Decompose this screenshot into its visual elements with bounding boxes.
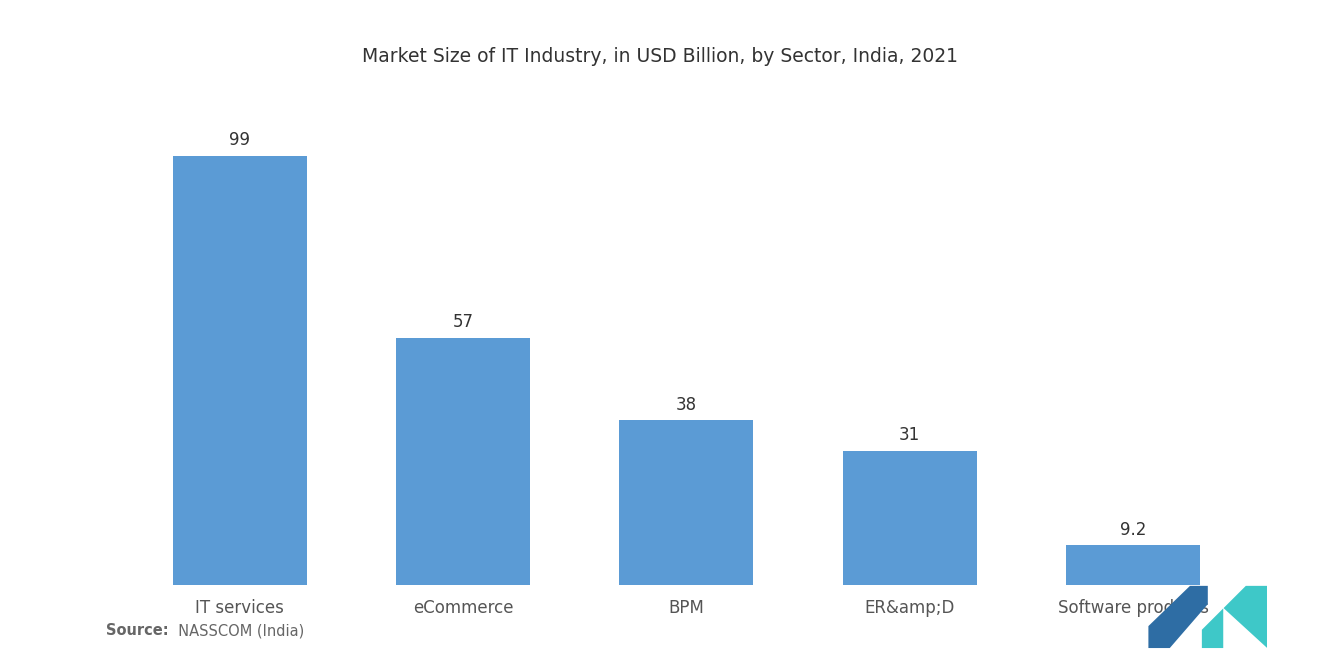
Text: 31: 31 xyxy=(899,426,920,444)
Bar xyxy=(173,156,306,585)
Text: 38: 38 xyxy=(676,396,697,414)
Text: 9.2: 9.2 xyxy=(1119,521,1146,539)
Polygon shape xyxy=(1148,586,1208,648)
Bar xyxy=(1067,545,1200,585)
Text: Market Size of IT Industry, in USD Billion, by Sector, India, 2021: Market Size of IT Industry, in USD Billi… xyxy=(362,47,958,66)
Bar xyxy=(619,420,754,585)
Text: NASSCOM (India): NASSCOM (India) xyxy=(169,623,304,638)
Bar xyxy=(842,451,977,585)
Text: 99: 99 xyxy=(230,131,249,150)
Bar xyxy=(396,338,531,585)
Text: 57: 57 xyxy=(453,313,474,331)
Text: Source:: Source: xyxy=(106,623,168,638)
Polygon shape xyxy=(1203,586,1267,648)
